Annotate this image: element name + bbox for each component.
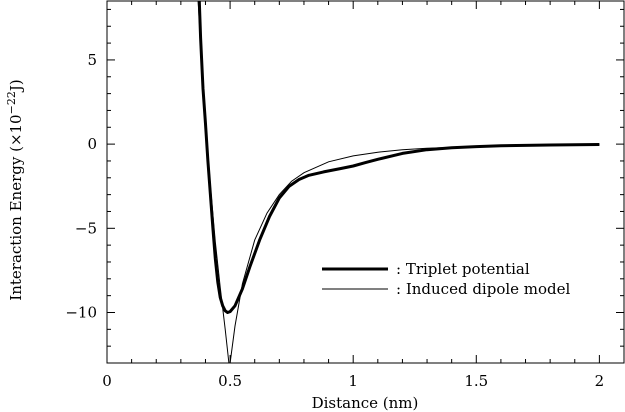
y-axis-label-exponent: −22 (5, 91, 18, 114)
y-tick-label: 5 (87, 51, 97, 69)
x-tick-label: 0.5 (218, 372, 242, 390)
x-tick-label: 2 (595, 372, 605, 390)
x-tick-label: 1.5 (464, 372, 488, 390)
y-axis-label-unit: J) (7, 79, 25, 93)
series-line-triplet (197, 0, 600, 314)
legend-label-triplet: : Triplet potential (396, 260, 530, 278)
y-tick-label: −5 (75, 219, 97, 237)
legend-label-induced-dipole: : Induced dipole model (396, 280, 571, 298)
y-tick-label: 0 (87, 135, 97, 153)
series-layer (197, 0, 600, 364)
plot-frame (106, 0, 625, 364)
x-axis-label: Distance (nm) (312, 394, 419, 412)
y-axis-label-main: Interaction Energy (×10 (7, 114, 25, 300)
series-line-induced-dipole (229, 144, 600, 364)
legend: : Triplet potential : Induced dipole mod… (322, 260, 571, 298)
x-tick-label: 0 (102, 372, 112, 390)
x-tick-label: 1 (348, 372, 358, 390)
axis-tick-labels: 0 0.5 1 1.5 2 5 0 −5 −10 (65, 51, 604, 390)
axis-ticks (106, 1, 625, 364)
y-tick-label: −10 (65, 303, 97, 321)
y-axis-label: Interaction Energy (×10−22J) (5, 79, 25, 300)
